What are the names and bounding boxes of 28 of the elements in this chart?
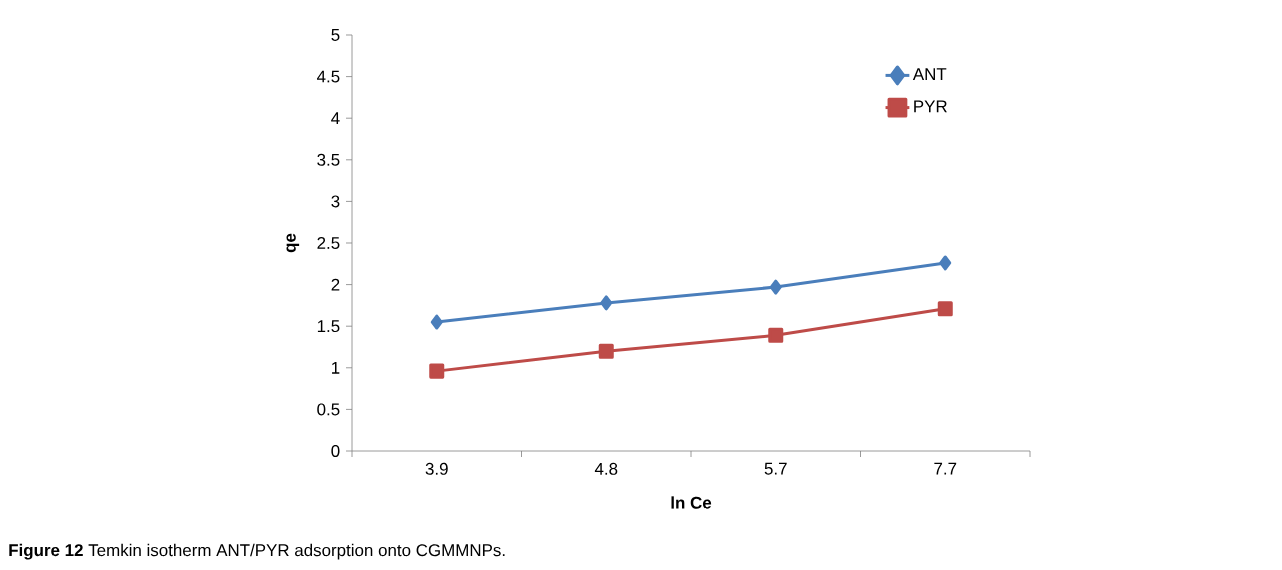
point bbox=[429, 363, 445, 379]
point bbox=[598, 343, 614, 359]
point bbox=[939, 255, 952, 271]
y-tick-label: 0 bbox=[331, 445, 340, 457]
y-tick-label: 4.5 bbox=[317, 70, 340, 83]
y-axis-title: qe bbox=[286, 233, 300, 253]
x-tick-label: 3.9 bbox=[425, 462, 448, 475]
y-tick-label: 4 bbox=[331, 112, 340, 125]
x-tick-label: 4.8 bbox=[594, 462, 618, 475]
y-tick-label: 0.5 bbox=[317, 403, 340, 416]
y-tick-label: 3.5 bbox=[317, 153, 340, 166]
y-tick-label: 5 bbox=[331, 29, 340, 41]
x-axis-title: ln Ce bbox=[671, 496, 712, 509]
y-tick-label: 1 bbox=[332, 361, 340, 374]
point bbox=[769, 279, 782, 295]
point bbox=[768, 327, 784, 343]
y-tick-label: 2.5 bbox=[317, 237, 340, 249]
x-tick-label: 5.7 bbox=[764, 462, 787, 475]
y-tick-label: 1.5 bbox=[317, 320, 340, 333]
point bbox=[937, 301, 953, 317]
point bbox=[430, 314, 443, 330]
point bbox=[600, 295, 613, 311]
legend-label: PYR bbox=[914, 100, 947, 113]
y-tick-label: 2 bbox=[331, 278, 340, 291]
y-tick-label: 3 bbox=[331, 195, 340, 208]
text: Figure 12 Temkin isotherm ANT/PYR adsorption onto CGMMNPs. bbox=[9, 543, 505, 560]
x-tick-label: 7.7 bbox=[934, 462, 957, 475]
legend-label: ANT bbox=[912, 68, 947, 80]
